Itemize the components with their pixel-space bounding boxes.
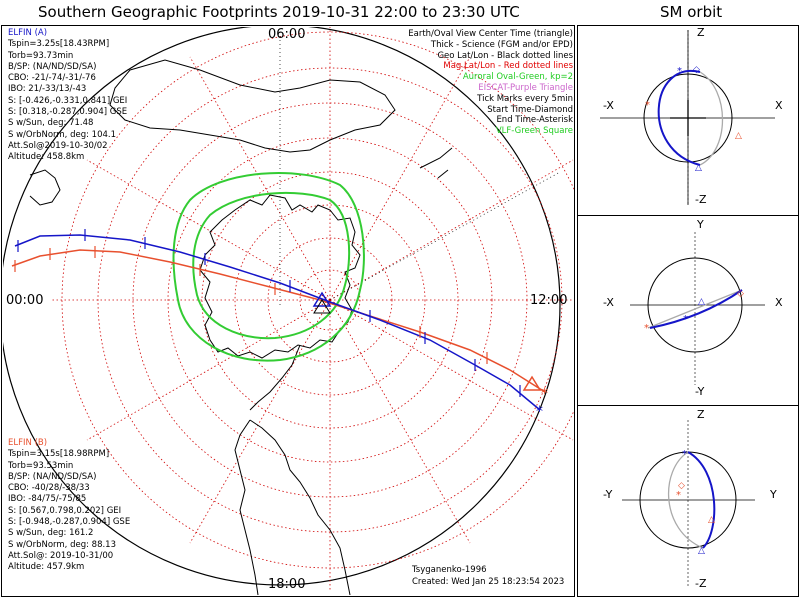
sm2-right-label: X (775, 296, 783, 309)
mag-lon-lines (50, 27, 574, 590)
svg-text:△: △ (695, 163, 702, 173)
elfin-a-center-triangle (312, 291, 332, 307)
elfin-b-tick-marks (14, 246, 488, 364)
elfin-b-line: B/SP: (NA/ND/SD/SA) (8, 471, 97, 482)
page-title: Southern Geographic Footprints 2019-10-3… (38, 3, 520, 21)
legend-item: End Time-Asterisk (496, 115, 573, 126)
elfin-a-line: Torb=93.73min (8, 50, 74, 61)
legend-item: Mag Lat/Lon - Red dotted lines (443, 61, 573, 72)
legend: Earth/Oval View Center Time (triangle) T… (408, 29, 573, 137)
legend-item: Tick Marks every 5min (477, 93, 573, 104)
elfin-a-line: IBO: 21/-33/13/-43 (8, 84, 87, 95)
svg-text:*: * (676, 490, 681, 501)
svg-text:△: △ (698, 297, 705, 307)
elfin-b-end-asterisk: * (541, 386, 548, 402)
svg-text:△: △ (708, 515, 715, 525)
auroral-oval-inner (192, 191, 351, 340)
legend-item: Earth/Oval View Center Time (triangle) (408, 29, 573, 39)
elfin-a-line: Att.Sol@2019-10-30/02 (8, 140, 108, 151)
legend-item: Thick - Science (FGM and/or EPD) (430, 39, 573, 50)
map-frame (1, 25, 575, 597)
elfin-b-line: IBO: -84/75/-75/85 (8, 494, 87, 505)
elfin-shared-center-triangle (313, 299, 331, 314)
sm2-bottom-label: -Y (695, 385, 705, 398)
sm1-right-label: X (775, 99, 783, 112)
sm1-left-label: -X (603, 99, 614, 112)
elfin-b-line: S w/Sun, deg: 161.2 (8, 528, 94, 539)
time-label-bottom: 18:00 (268, 577, 306, 592)
elfin-a-line: S w/OrbNorm, deg: 104.1 (8, 129, 117, 140)
elfin-b-line: S w/OrbNorm, deg: 88.13 (8, 539, 117, 550)
elfin-b-line: CBO: -40/28/-38/33 (8, 483, 90, 494)
auroral-oval-outer (172, 172, 365, 362)
sm-panel-frame-2 (577, 215, 799, 406)
elfin-a-info: ELFIN (A) Tspin=3.25s[18.43RPM] Torb=93.… (8, 28, 127, 164)
elfin-a-line: B/SP: (NA/ND/SD/SA) (8, 61, 97, 72)
svg-text:◇: ◇ (737, 289, 744, 299)
svg-text:△: △ (698, 546, 705, 556)
svg-text:*: * (683, 314, 688, 325)
sm-orbit-xy: * △ * ◇ (630, 232, 765, 385)
svg-text:*: * (645, 100, 650, 111)
elfin-a-line: Tspin=3.25s[18.43RPM] (8, 39, 110, 50)
australia-coastline (109, 59, 396, 153)
legend-item: EISCAT-Purple Triangle (478, 82, 573, 93)
legend-item: Geo Lat/Lon - Black dotted lines (437, 50, 573, 61)
antarctic-peninsula (249, 344, 301, 411)
elfin-a-label: ELFIN (A) (8, 28, 48, 38)
elfin-a-line: CBO: -21/-74/-31/-76 (8, 73, 96, 84)
time-label-left: 00:00 (6, 293, 44, 308)
sm1-bottom-label: -Z (695, 193, 707, 206)
elfin-b-label: ELFIN (B) (8, 438, 48, 448)
sm3-right-label: Y (770, 488, 777, 501)
sm2-left-label: -X (603, 296, 614, 309)
elfin-a-line: S: [0.318,-0.287,0.904] GSE (8, 107, 128, 118)
elfin-b-line: Tspin=3.15s[18.98RPM] (8, 449, 110, 460)
elfin-a-line: S: [-0.426,-0.331,0.841] GEI (8, 95, 128, 106)
elfin-a-line: S w/Sun, deg: 71.48 (8, 118, 94, 129)
south-america-coastline (234, 419, 351, 595)
elfin-b-line: Att.Sol@: 2019-10-31/00 (8, 550, 114, 561)
elfin-b-center-triangle (522, 375, 542, 391)
elfin-b-line: Altitude: 457.9km (8, 562, 85, 573)
svg-text:*: * (644, 323, 649, 334)
sm-orbit-xz: * △ ◇ * △ (600, 30, 775, 205)
elfin-b-track (11, 249, 546, 393)
elfin-b-info: ELFIN (B) Tspin=3.15s[18.98RPM] Torb=93.… (8, 438, 130, 574)
sm1-top-label: Z (697, 26, 705, 39)
sm3-left-label: -Y (603, 488, 613, 501)
time-label-right: 12:00 (530, 293, 568, 308)
new-zealand-coastline (419, 147, 453, 179)
svg-text:△: △ (735, 131, 742, 141)
legend-item: Auroral Oval-Green, kp=2 (462, 72, 573, 83)
model-label: Tsyganenko-1996 (412, 565, 487, 575)
elfin-b-line: S: [0.567,0.798,0.202] GEI (8, 505, 122, 516)
elfin-a-end-asterisk: * (536, 404, 543, 420)
legend-item: VLF-Green Square (495, 126, 573, 137)
sm3-bottom-label: -Z (695, 577, 707, 590)
sm2-top-label: Y (697, 218, 704, 231)
sm3-top-label: Z (697, 408, 705, 421)
svg-text:*: * (682, 449, 687, 460)
svg-text:*: * (677, 66, 682, 77)
legend-item: Start Time-Diamond (487, 104, 573, 115)
svg-text:◇: ◇ (693, 65, 700, 75)
time-label-top: 06:00 (268, 27, 306, 42)
elfin-a-tick-marks (17, 229, 521, 397)
sm-panel-frame-3 (577, 405, 799, 597)
map-boundary-circle (3, 27, 561, 586)
elfin-b-line: S: [-0.948,-0.287,0.904] GSE (8, 517, 131, 528)
africa-coastline (29, 169, 61, 206)
elfin-b-line: Torb=93.53min (8, 460, 74, 471)
svg-text:◇: ◇ (678, 481, 685, 491)
sm-orbit-yz: ◇ * * △ △ (622, 420, 755, 588)
created-label: Created: Wed Jan 25 18:23:54 2023 (412, 577, 565, 587)
antarctica-coastline (199, 194, 361, 359)
elfin-a-line: Altitude: 458.8km (8, 152, 85, 163)
sm-orbit-title: SM orbit (660, 3, 723, 21)
